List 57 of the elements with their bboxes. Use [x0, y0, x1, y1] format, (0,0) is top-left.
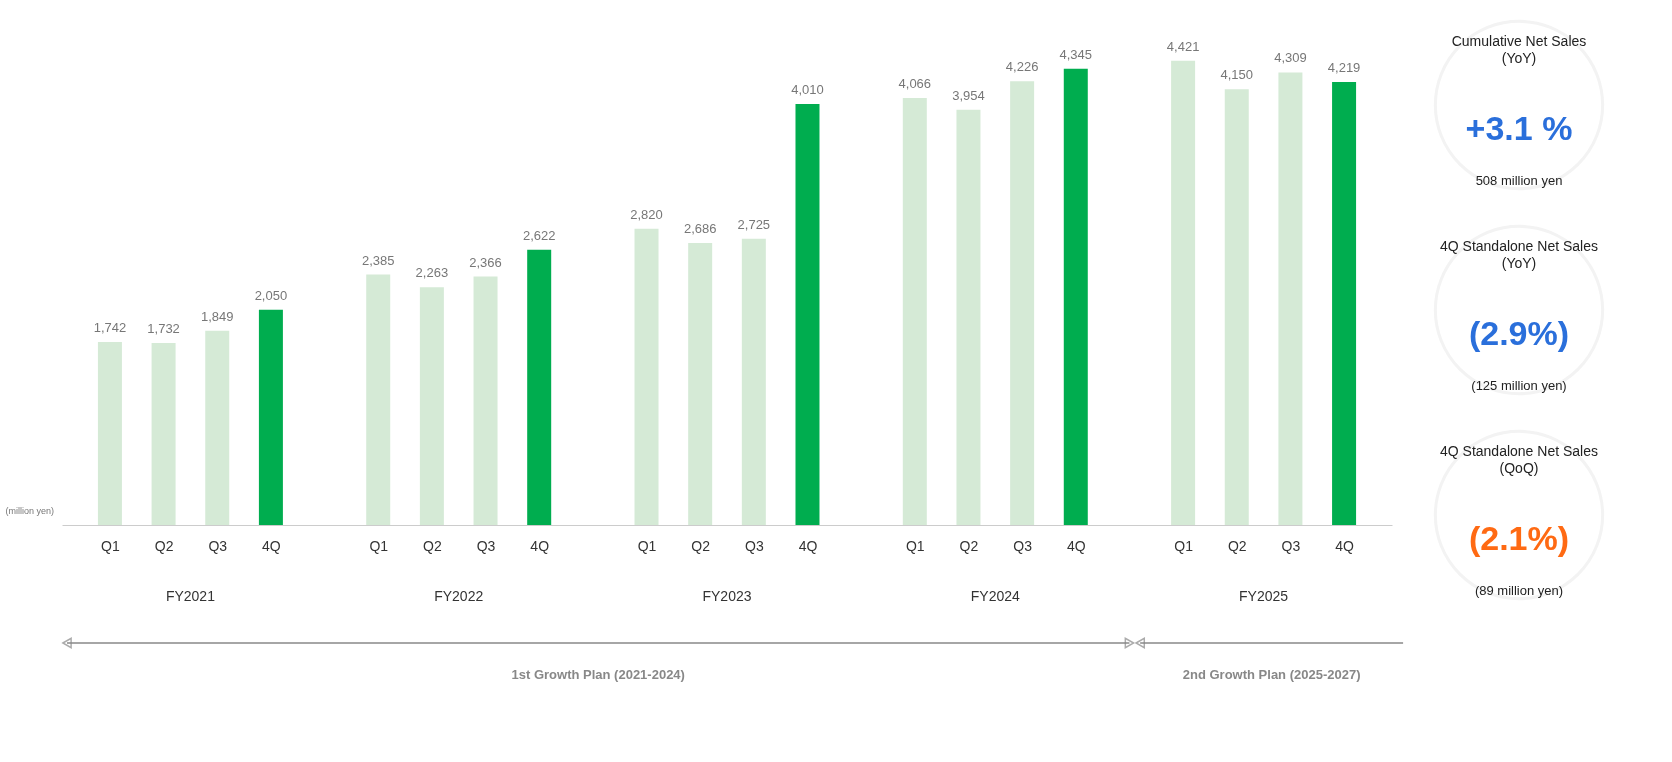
data-label: 4,226	[1005, 59, 1039, 75]
data-label: 4,309	[1274, 50, 1307, 66]
text: (2.9%)	[1468, 314, 1570, 352]
text: Cumulative Net Sales (YoY)	[1451, 33, 1587, 66]
data-label: 2,385	[361, 252, 395, 268]
y-axis-title: (million yen)	[5, 506, 54, 516]
x-tick-label: Q2	[1227, 537, 1247, 554]
text: 1st Growth Plan (2021-2024)	[511, 667, 685, 682]
data-label: 2,725	[737, 216, 771, 232]
x-tick-label: 4Q	[530, 537, 550, 554]
data-label: 2,622	[522, 227, 556, 243]
data-label: 4,421	[1166, 38, 1200, 54]
text: 508 million yen	[1475, 173, 1563, 188]
data-label: 4,150	[1220, 67, 1254, 83]
x-tick-label: Q2	[691, 537, 711, 554]
text: 4Q Standalone Net Sales (YoY)	[1440, 238, 1598, 271]
x-tick-label: Q1	[369, 537, 389, 554]
data-label: 2,686	[683, 220, 717, 236]
x-tick-label: Q3	[208, 537, 228, 554]
x-tick-label: Q2	[154, 537, 174, 554]
x-tick-label: Q3	[744, 537, 764, 554]
text: (125 million yen)	[1471, 378, 1567, 393]
x-tick-label: Q3	[476, 537, 496, 554]
text: FY2021	[165, 588, 216, 604]
x-tick-label: 4Q	[262, 537, 281, 554]
data-label: 1,849	[200, 308, 234, 324]
text: FY2022	[434, 588, 484, 604]
text: 2nd Growth Plan (2025-2027)	[1182, 667, 1361, 682]
data-label: 2,263	[415, 265, 449, 281]
x-tick-label: Q2	[959, 537, 979, 554]
text: 4Q Standalone Net Sales (QoQ)	[1440, 443, 1598, 476]
data-label: 2,820	[630, 206, 663, 222]
x-tick-label: Q3	[1281, 537, 1301, 554]
x-tick-label: Q3	[1013, 537, 1033, 554]
text: FY2024	[970, 588, 1021, 604]
text: +3.1 %	[1465, 109, 1573, 147]
x-tick-label: 4Q	[1335, 537, 1355, 554]
data-label: 4,010	[791, 81, 824, 97]
x-tick-label: Q1	[637, 537, 657, 554]
x-tick-label: Q1	[101, 537, 120, 554]
x-tick-label: Q1	[905, 537, 925, 554]
x-tick-label: 4Q	[798, 537, 818, 554]
data-label: 4,066	[898, 76, 932, 91]
data-label: 1,732	[147, 321, 180, 337]
x-tick-label: Q1	[1174, 537, 1194, 554]
text: (2.1%)	[1468, 519, 1570, 557]
x-tick-label: Q2	[423, 537, 442, 554]
x-tick-label: 4Q	[1066, 537, 1086, 554]
data-label: 4,345	[1059, 46, 1093, 62]
data-label: 3,954	[952, 87, 985, 103]
data-label: 4,219	[1327, 59, 1361, 75]
data-label: 2,050	[254, 287, 288, 303]
text: (89 million yen)	[1474, 583, 1564, 598]
data-label: 1,742	[93, 320, 127, 336]
text: FY2025	[1239, 588, 1289, 604]
text: FY2023	[702, 588, 752, 604]
data-label: 2,366	[469, 254, 502, 270]
